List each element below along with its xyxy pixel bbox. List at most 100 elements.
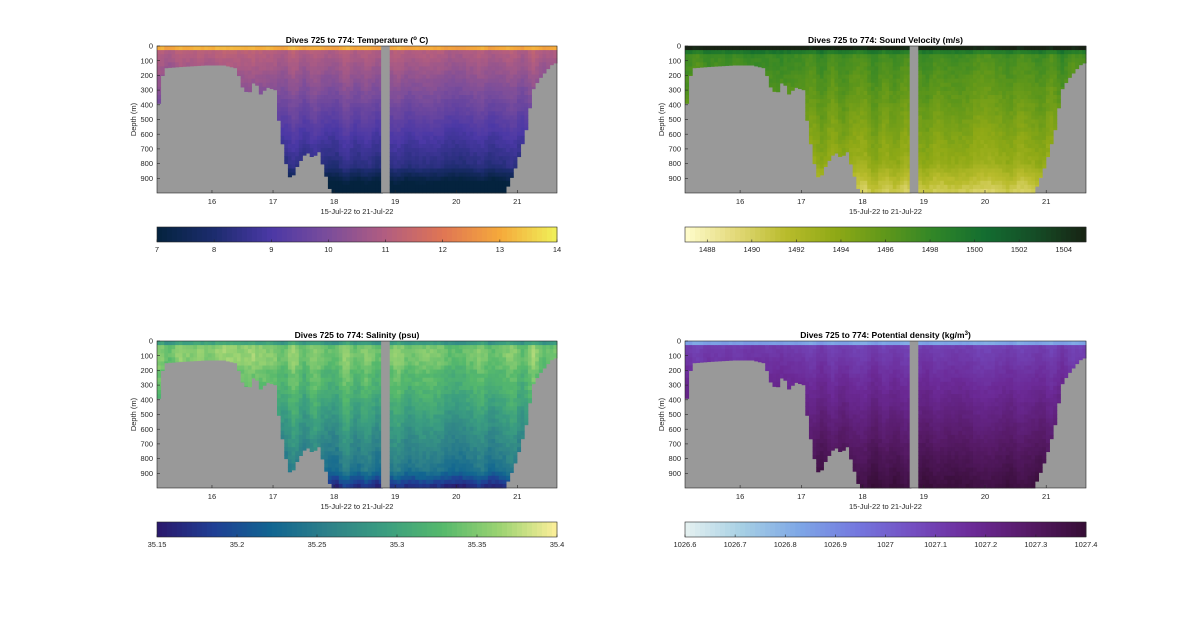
heatmap-cell <box>969 115 974 120</box>
heatmap-cell <box>287 86 292 92</box>
heatmap-cell <box>331 50 336 55</box>
heatmap-cell <box>280 78 285 84</box>
heatmap-cell <box>980 54 985 59</box>
heatmap-cell <box>255 62 260 67</box>
heatmap-cell <box>313 66 318 71</box>
heatmap-cell <box>342 74 347 80</box>
heatmap-cell <box>397 127 402 133</box>
heatmap-cell <box>878 86 883 92</box>
heatmap-cell <box>925 139 930 145</box>
heatmap-cell <box>298 66 303 71</box>
heatmap-cell <box>706 66 711 68</box>
heatmap-cell <box>451 82 456 88</box>
heatmap-cell <box>433 180 438 186</box>
heatmap-cell <box>940 103 945 108</box>
heatmap-cell <box>859 99 865 104</box>
heatmap-cell <box>849 160 854 165</box>
heatmap-cell <box>703 54 708 59</box>
heatmap-cell <box>317 148 322 153</box>
heatmap-cell <box>812 160 817 165</box>
heatmap-cell <box>418 135 423 141</box>
heatmap-cell <box>157 86 162 92</box>
heatmap-cell <box>458 152 463 157</box>
heatmap-cell <box>447 123 452 129</box>
heatmap-cell <box>487 176 492 182</box>
heatmap-cell <box>819 172 824 176</box>
heatmap-cell <box>167 46 172 51</box>
heatmap-cell <box>878 127 883 133</box>
heatmap-cell <box>277 54 282 59</box>
heatmap-cell <box>484 46 489 51</box>
heatmap-cell <box>378 82 383 88</box>
heatmap-cell <box>819 107 824 112</box>
heatmap-cell <box>407 99 412 104</box>
temperature-colorbar: 7 8 9 10 11 12 13 14 <box>155 226 561 254</box>
heatmap-cell <box>805 50 810 55</box>
heatmap-cell <box>783 54 788 59</box>
heatmap-cell <box>433 50 438 55</box>
heatmap-cell <box>426 70 431 75</box>
heatmap-cell <box>397 90 402 96</box>
heatmap-cell <box>433 103 438 108</box>
heatmap-cell <box>943 160 948 165</box>
heatmap-cell <box>229 66 234 68</box>
heatmap-cell <box>342 123 347 129</box>
heatmap-cell <box>925 164 930 169</box>
heatmap-cell <box>371 139 376 145</box>
heatmap-cell <box>327 62 332 67</box>
heatmap-cell <box>896 160 901 165</box>
heatmap-cell <box>925 176 930 182</box>
heatmap-cell <box>1020 160 1025 165</box>
heatmap-cell <box>317 78 322 84</box>
heatmap-cell <box>827 123 832 129</box>
heatmap-cell <box>284 160 289 165</box>
heatmap-cell <box>779 46 784 51</box>
heatmap-cell <box>527 78 532 84</box>
heatmap-cell <box>473 180 478 186</box>
heatmap-cell <box>335 54 340 59</box>
heatmap-cell <box>881 58 886 63</box>
heatmap-cell <box>404 127 409 133</box>
heatmap-cell <box>531 54 536 59</box>
heatmap-cell <box>834 107 839 112</box>
heatmap-cell <box>896 66 901 71</box>
heatmap-cell <box>907 148 912 153</box>
heatmap-cell <box>462 164 467 169</box>
heatmap-cell <box>918 62 923 67</box>
heatmap-cell <box>375 127 380 133</box>
heatmap-cell <box>1002 74 1007 80</box>
heatmap-cell <box>936 176 941 182</box>
colorbar-segment <box>292 227 298 242</box>
heatmap-cell <box>940 90 945 96</box>
heatmap-cell <box>819 111 824 116</box>
heatmap-cell <box>1024 119 1029 124</box>
heatmap-cell <box>484 156 489 161</box>
heatmap-cell <box>972 135 978 141</box>
heatmap-cell <box>703 58 708 63</box>
heatmap-cell <box>816 139 821 145</box>
heatmap-cell <box>805 82 810 88</box>
heatmap-cell <box>976 70 981 75</box>
heatmap-cell <box>921 82 926 88</box>
heatmap-cell <box>433 95 438 100</box>
heatmap-cell <box>418 180 423 186</box>
heatmap-cell <box>513 62 518 67</box>
heatmap-cell <box>947 115 952 120</box>
heatmap-cell <box>794 62 799 67</box>
colorbar-segment <box>352 227 358 242</box>
heatmap-cell <box>838 46 843 51</box>
heatmap-cell <box>965 107 970 112</box>
heatmap-cell <box>954 139 959 145</box>
heatmap-cell <box>943 139 948 145</box>
heatmap-cell <box>896 115 901 120</box>
heatmap-cell <box>1024 86 1029 92</box>
heatmap-cell <box>947 135 952 141</box>
heatmap-cell <box>900 70 905 75</box>
heatmap-cell <box>870 188 875 194</box>
heatmap-cell <box>856 107 861 112</box>
heatmap-cell <box>269 58 274 63</box>
heatmap-cell <box>852 58 857 63</box>
heatmap-cell <box>987 127 992 133</box>
heatmap-cell <box>451 115 456 120</box>
heatmap-cell <box>415 160 420 165</box>
